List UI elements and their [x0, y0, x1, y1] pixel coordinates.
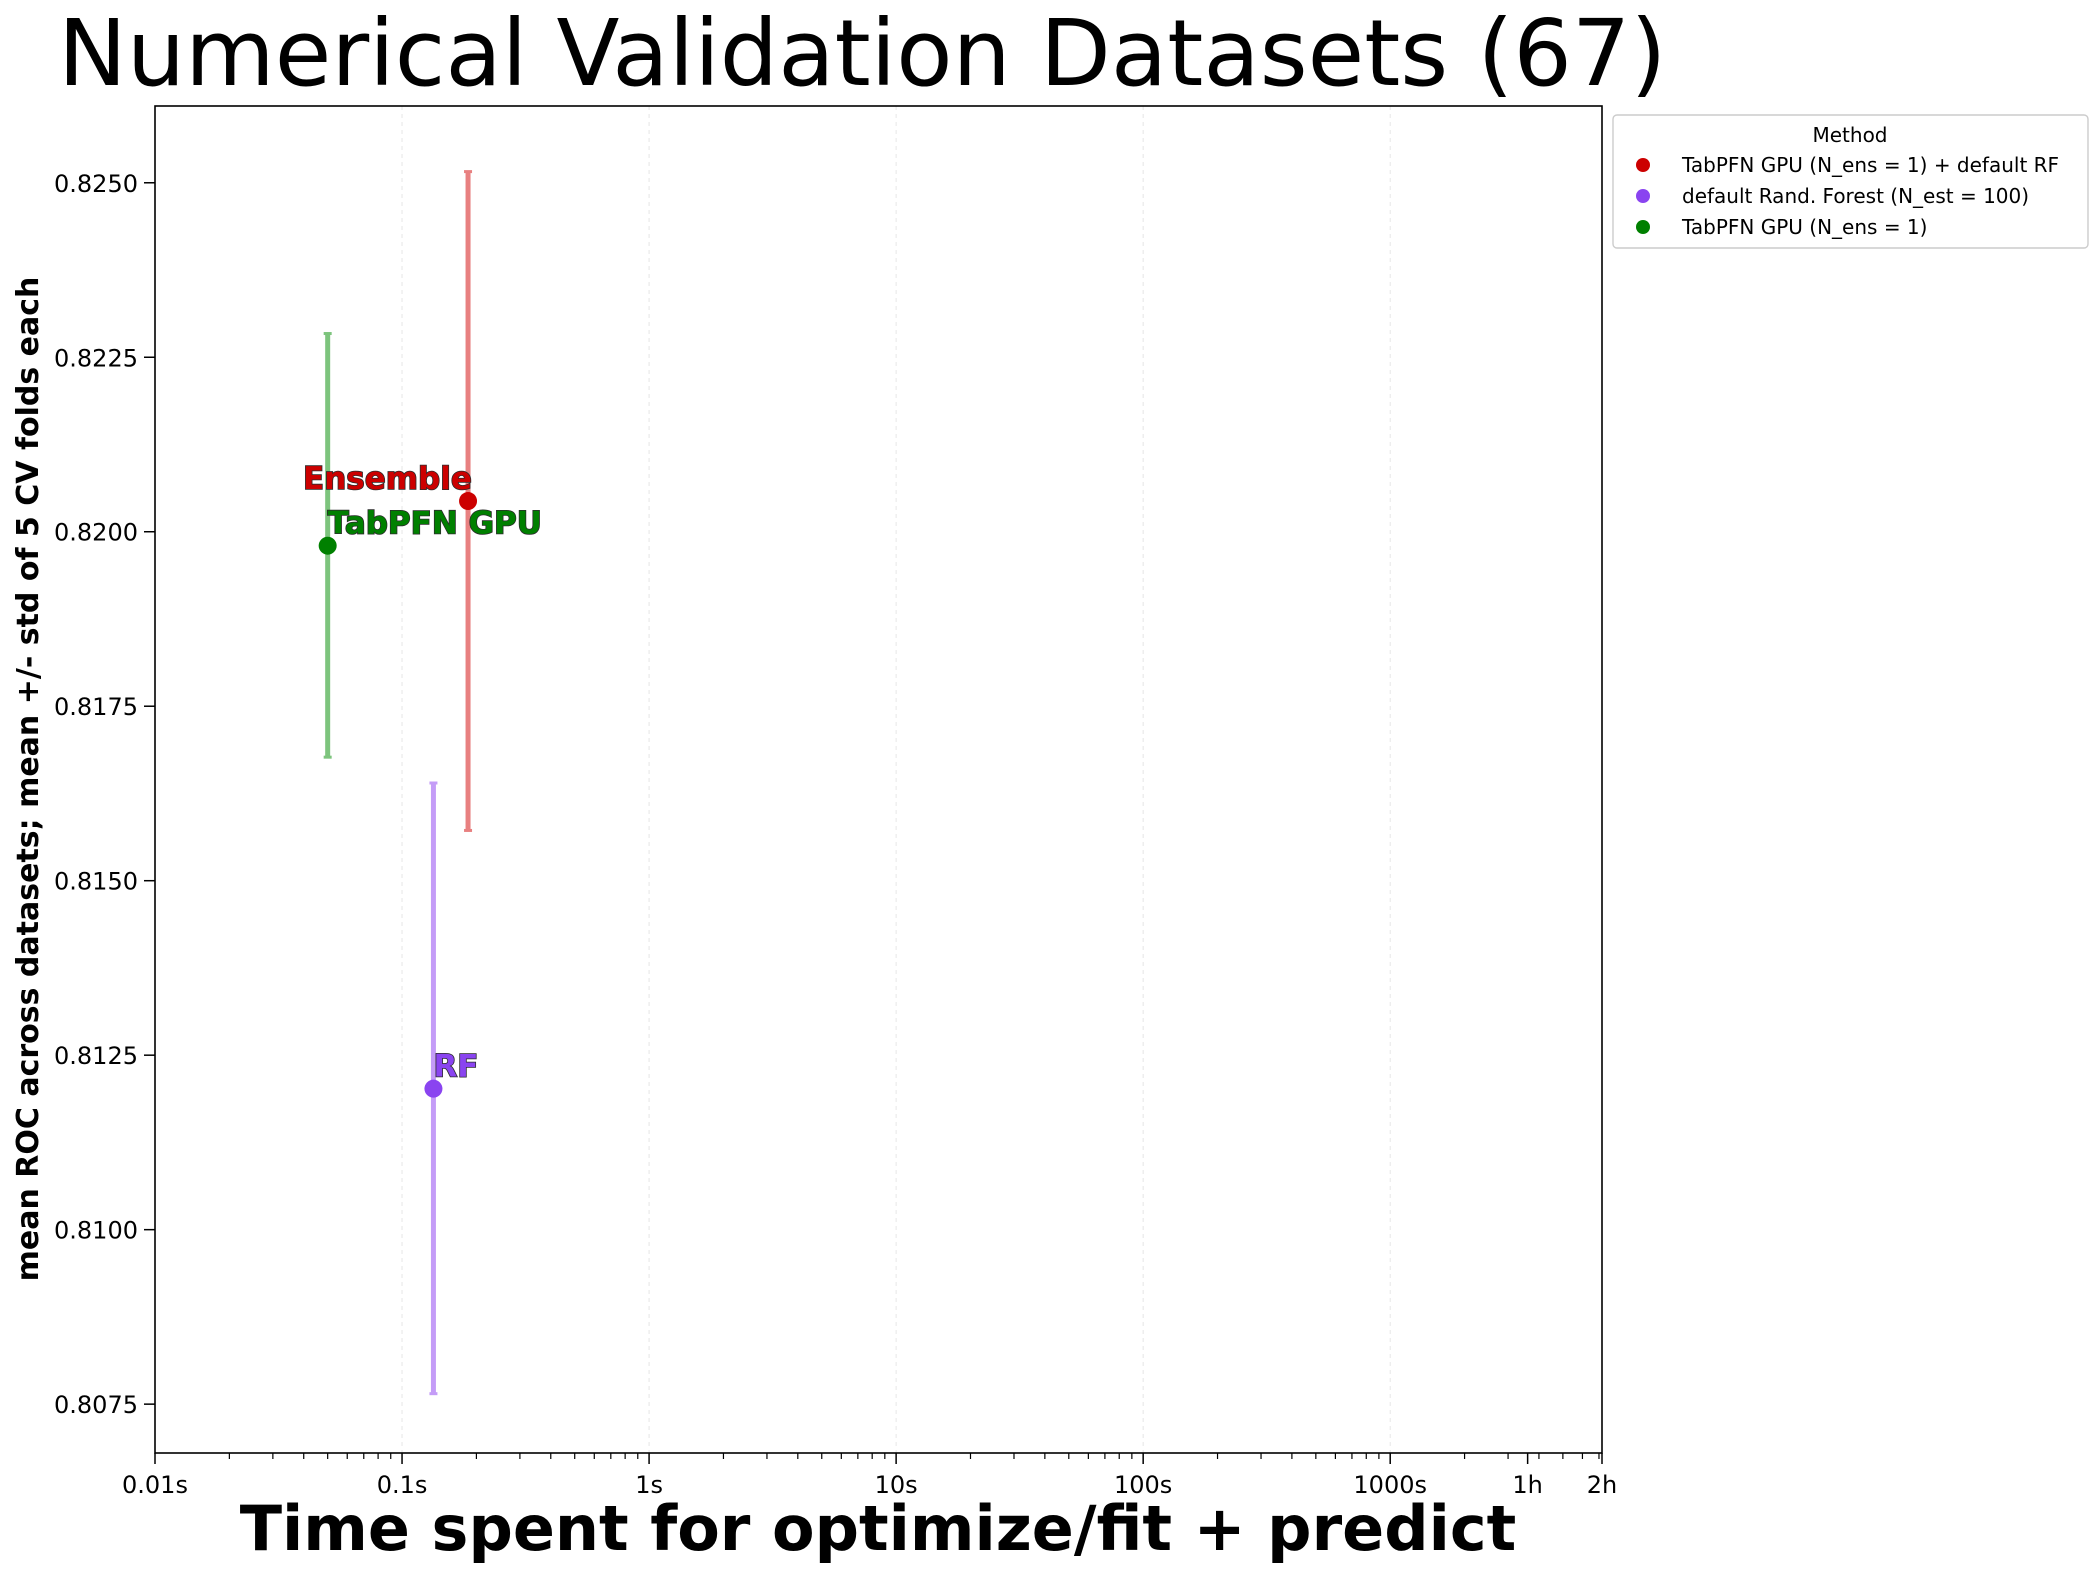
data-point: [318, 536, 337, 555]
point-annotations: Ensemble RF TabPFN GPU: [302, 460, 542, 1085]
data-point: [424, 1079, 443, 1098]
x-axis-ticks: 0.01s 0.1s 1s 10s 100s 1000s 1h 2h: [122, 1453, 1617, 1499]
legend-label: TabPFN GPU (N_ens = 1) + default RF: [1681, 153, 2059, 177]
x-tick-label: 0.01s: [122, 1471, 188, 1499]
data-points: [318, 492, 478, 1098]
point-annotation: Ensemble: [303, 461, 472, 497]
data-point: [459, 492, 478, 511]
legend-label: TabPFN GPU (N_ens = 1): [1681, 215, 1927, 239]
y-tick-label: 0.8150: [54, 868, 138, 896]
grid-lines: [401, 106, 1391, 1453]
y-axis-label: mean ROC across datasets; mean +/- std o…: [11, 277, 46, 1282]
y-tick-label: 0.8175: [54, 693, 138, 721]
legend-entries: TabPFN GPU (N_ens = 1) + default RF defau…: [1636, 153, 2059, 239]
y-tick-label: 0.8250: [54, 170, 138, 198]
legend-marker: [1636, 189, 1650, 203]
x-tick-label: 10s: [875, 1471, 918, 1499]
x-tick-label: 1h: [1512, 1471, 1542, 1499]
legend-label: default Rand. Forest (N_est = 100): [1682, 184, 2029, 208]
y-tick-label: 0.8125: [54, 1042, 138, 1070]
chart-title: Numerical Validation Datasets (67): [58, 0, 1666, 107]
error-bars: [323, 170, 473, 1396]
legend: Method TabPFN GPU (N_ens = 1) + default …: [1612, 114, 2089, 249]
legend-box: [1612, 114, 2089, 249]
x-tick-label: 0.1s: [377, 1471, 428, 1499]
legend-marker: [1636, 158, 1650, 172]
x-tick-label: 2h: [1587, 1471, 1617, 1499]
point-annotation: TabPFN GPU: [328, 506, 542, 542]
legend-marker: [1636, 220, 1650, 234]
legend-title: Method: [1812, 123, 1887, 147]
y-axis-ticks: 0.8075 0.8100 0.8125 0.8150 0.8175 0.8200 0.82…: [54, 170, 155, 1419]
x-axis-label: Time spent for optimize/fit + predict: [240, 1492, 1516, 1565]
point-annotation: RF: [433, 1049, 478, 1085]
y-tick-label: 0.8100: [54, 1217, 138, 1245]
y-tick-label: 0.8200: [54, 519, 138, 547]
x-tick-label: 100s: [1114, 1471, 1172, 1499]
x-tick-label: 1000s: [1353, 1471, 1427, 1499]
y-tick-label: 0.8225: [54, 344, 138, 372]
plot-area-frame: [154, 105, 1603, 1454]
y-tick-label: 0.8075: [54, 1391, 138, 1419]
x-tick-label: 1s: [635, 1471, 663, 1499]
